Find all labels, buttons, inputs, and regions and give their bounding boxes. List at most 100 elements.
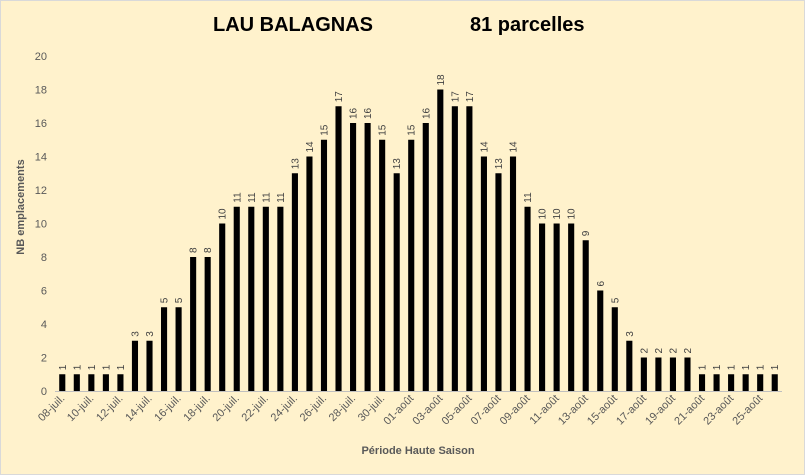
bar <box>553 223 560 391</box>
x-axis-title: Période Haute Saison <box>361 445 474 457</box>
data-label: 16 <box>363 107 374 119</box>
bar <box>146 340 153 391</box>
chart-title-parcels: 81 parcelles <box>470 14 585 36</box>
bar <box>568 223 575 391</box>
data-label: 3 <box>130 331 141 337</box>
data-label: 1 <box>72 364 83 370</box>
y-tick-label: 14 <box>35 152 47 164</box>
data-label: 1 <box>727 364 738 370</box>
bar <box>524 206 531 391</box>
data-label: 5 <box>610 297 621 303</box>
y-axis: 0 2 4 6 8 10 12 14 16 18 20 <box>35 51 47 398</box>
x-tick-label: 16-juil. <box>152 393 183 424</box>
data-label: 1 <box>101 364 112 370</box>
data-label: 14 <box>479 141 490 153</box>
data-label: 13 <box>494 158 505 170</box>
bar <box>509 156 517 391</box>
data-label: 10 <box>218 208 229 220</box>
bar <box>335 106 342 391</box>
data-label: 13 <box>290 158 301 170</box>
y-tick-label: 20 <box>35 51 47 63</box>
bar <box>422 123 429 391</box>
bar <box>190 257 197 391</box>
bar <box>495 173 502 391</box>
bar <box>248 206 255 391</box>
bar <box>626 340 633 391</box>
x-tick-label: 24-juil. <box>269 393 300 424</box>
data-label: 2 <box>639 348 650 354</box>
x-tick-label: 14-juil. <box>123 393 154 424</box>
data-label: 1 <box>116 364 127 370</box>
bar <box>306 156 313 391</box>
bar <box>117 374 124 391</box>
bar <box>480 156 487 391</box>
data-label: 5 <box>160 297 171 303</box>
bar <box>655 357 662 391</box>
y-tick-label: 8 <box>41 252 47 264</box>
data-label: 6 <box>596 281 607 287</box>
bar <box>669 357 677 391</box>
y-tick-label: 10 <box>35 219 47 231</box>
bars <box>59 89 778 391</box>
x-tick-label: 07-août <box>469 393 504 428</box>
x-tick-label: 19-août <box>643 393 678 428</box>
data-label: 2 <box>654 348 665 354</box>
bar <box>611 307 618 391</box>
x-tick-label: 15-août <box>585 393 620 428</box>
data-label: 15 <box>319 124 330 136</box>
data-label: 3 <box>145 331 156 337</box>
bar <box>320 139 328 391</box>
x-axis: 08-juil.10-juil.12-juil.14-juil.16-juil.… <box>36 391 782 428</box>
data-label: 17 <box>334 91 345 103</box>
bar <box>88 374 95 391</box>
x-tick-label: 22-juil. <box>240 393 271 424</box>
data-label: 15 <box>378 124 389 136</box>
bar <box>393 173 400 391</box>
bar <box>102 374 109 391</box>
data-label: 1 <box>87 364 98 370</box>
data-label: 17 <box>450 91 461 103</box>
bar <box>59 374 66 391</box>
data-label: 16 <box>421 107 432 119</box>
y-tick-label: 12 <box>35 185 47 197</box>
bar <box>350 123 357 391</box>
y-tick-label: 0 <box>41 386 47 398</box>
bar <box>219 223 226 391</box>
bar <box>131 340 139 391</box>
bar <box>466 106 473 391</box>
data-label: 3 <box>625 331 636 337</box>
bar <box>291 173 298 391</box>
bar <box>742 374 749 391</box>
x-tick-label: 28-juil. <box>327 393 358 424</box>
bar <box>713 374 720 391</box>
x-tick-label: 05-août <box>440 393 475 428</box>
data-label: 1 <box>756 364 767 370</box>
data-label: 15 <box>407 124 418 136</box>
bar <box>175 307 182 391</box>
data-label: 8 <box>203 247 214 253</box>
bar <box>728 374 735 391</box>
x-tick-label: 01-août <box>381 393 416 428</box>
bar <box>597 290 604 391</box>
data-label: 11 <box>232 192 243 203</box>
data-label: 2 <box>683 348 694 354</box>
x-tick-label: 17-août <box>614 393 649 428</box>
data-label: 13 <box>392 158 403 170</box>
data-label: 17 <box>465 91 476 103</box>
data-label: 1 <box>698 364 709 370</box>
bar <box>757 374 764 391</box>
x-tick-label: 25-août <box>730 393 765 428</box>
data-label: 5 <box>174 297 185 303</box>
bar <box>451 106 458 391</box>
x-tick-label: 09-août <box>498 393 533 428</box>
x-tick-label: 20-juil. <box>210 393 241 424</box>
data-label: 11 <box>523 192 534 203</box>
data-label: 10 <box>538 208 549 220</box>
data-label: 2 <box>668 348 679 354</box>
bar <box>684 357 691 391</box>
bar <box>539 223 546 391</box>
y-tick-label: 2 <box>41 353 47 365</box>
